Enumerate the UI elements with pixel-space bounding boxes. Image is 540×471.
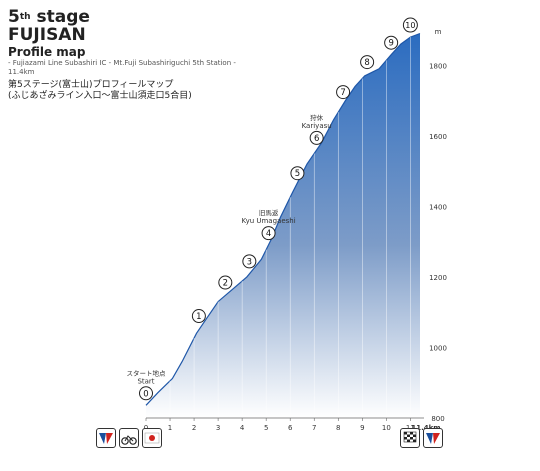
y-tick-label: 1200 — [429, 274, 447, 282]
marker-8: 8 — [360, 55, 375, 70]
logo-icon — [96, 428, 116, 448]
elevation-line — [145, 32, 421, 406]
marker-label: 1 — [196, 312, 201, 322]
marker-label: 3 — [247, 257, 252, 267]
marker-label: 9 — [388, 39, 393, 49]
title-block: 5th stage FUJISAN Profile map - Fujiazam… — [8, 8, 236, 102]
annotation-jp: 旧馬返 — [259, 209, 279, 217]
stage-heading: 5th stage — [8, 8, 236, 26]
stage-number: 5 — [8, 7, 20, 27]
stage-name: FUJISAN — [8, 25, 86, 45]
japan-flag-icon — [142, 428, 162, 448]
marker-label: 7 — [340, 88, 345, 98]
annotation-jp: 狩休 — [310, 113, 324, 122]
marker-label: 8 — [364, 58, 369, 68]
marker-7: 7 — [336, 85, 351, 100]
y-axis-unit: m — [435, 28, 442, 36]
marker-10: 10 — [402, 17, 418, 33]
marker-circle — [336, 85, 351, 100]
checkered-flag-icon — [400, 428, 420, 448]
x-tick-label: 3 — [216, 424, 220, 432]
y-tick-label: 1400 — [429, 203, 447, 211]
marker-circle — [360, 55, 375, 70]
marker-circle — [402, 17, 418, 33]
marker-label: 4 — [266, 229, 271, 239]
marker-label: 0 — [143, 389, 148, 399]
start-icons — [96, 428, 162, 448]
logo-icon — [423, 428, 443, 448]
marker-circle — [290, 166, 305, 181]
y-tick-label: 1000 — [429, 344, 447, 352]
marker-circle — [139, 386, 153, 401]
y-tick-label: 1800 — [429, 62, 447, 70]
x-tick-label: 1 — [168, 424, 172, 432]
marker-4: 4 — [261, 226, 276, 241]
profile-subtitle: Profile map — [8, 45, 86, 59]
finish-icons — [400, 428, 443, 448]
x-tick-label: 9 — [360, 424, 364, 432]
marker-label: 2 — [223, 279, 228, 289]
marker-circle — [242, 254, 257, 269]
marker-9: 9 — [384, 35, 399, 50]
distance-text: 11.4km — [8, 68, 35, 76]
annotation-en: Kyu Umagaeshi — [241, 217, 295, 225]
x-tick-label: 2 — [192, 424, 196, 432]
marker-3: 3 — [242, 254, 257, 269]
marker-label: 10 — [405, 21, 415, 30]
marker-circle — [261, 226, 276, 241]
x-tick-label: 5 — [264, 424, 268, 432]
marker-circle — [309, 130, 324, 145]
marker-label: 6 — [314, 134, 319, 144]
jp-route: (ふじあざみライン入口〜富士山須走口5合目) — [8, 91, 192, 101]
x-tick-label: 7 — [312, 424, 316, 432]
marker-6: 6 — [309, 130, 324, 145]
marker-5: 5 — [290, 166, 305, 181]
y-tick-label: 800 — [431, 415, 444, 423]
stage-word: stage — [36, 7, 90, 27]
marker-2: 2 — [218, 275, 233, 290]
marker-label: 5 — [295, 169, 300, 179]
x-tick-label: 8 — [336, 424, 340, 432]
marker-circle — [384, 35, 399, 50]
cyclist-icon — [119, 428, 139, 448]
marker-circle — [191, 309, 206, 324]
marker-circle — [218, 275, 233, 290]
annotation-jp: スタート地点 — [127, 368, 167, 377]
y-tick-label: 1600 — [429, 133, 447, 141]
x-tick-label: 10 — [382, 424, 391, 432]
annotation-en: Start — [137, 377, 154, 385]
stage-suffix: th — [19, 12, 31, 22]
route-text: - Fujiazami Line Subashiri IC - Mt.Fuji … — [8, 59, 236, 67]
x-tick-label: 4 — [240, 424, 245, 432]
jp-title: 第5ステージ(富士山)プロフィールマップ — [8, 80, 174, 90]
elevation-area — [146, 33, 420, 418]
annotation-en: Kariyasu — [302, 122, 332, 130]
marker-0: 0 — [139, 386, 153, 401]
marker-1: 1 — [191, 309, 206, 324]
x-tick-label: 6 — [288, 424, 293, 432]
